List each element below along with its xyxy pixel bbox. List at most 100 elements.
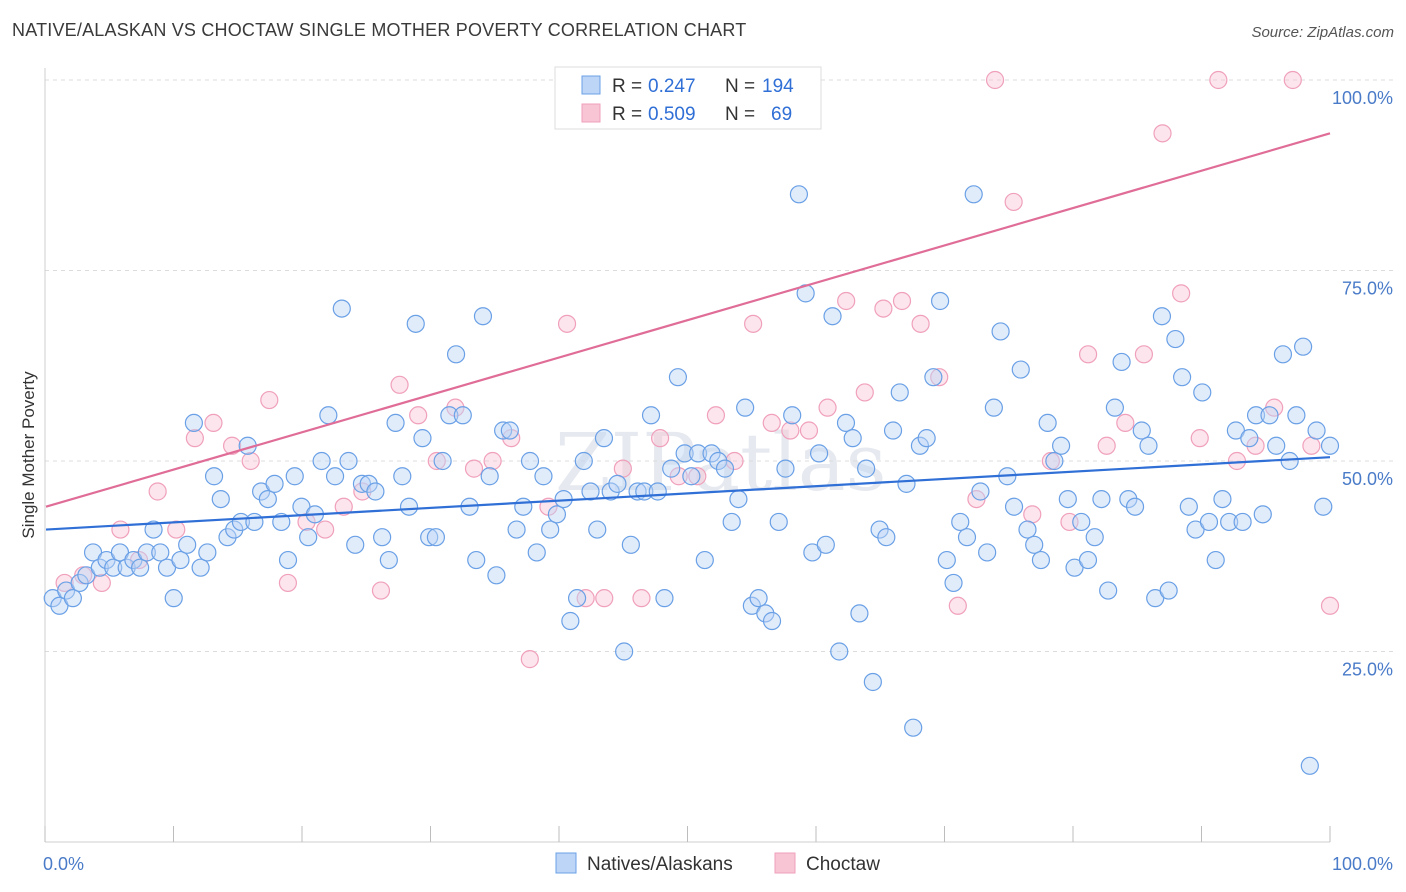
legend-swatch-blue (581, 75, 601, 95)
point-blue-120 (850, 604, 869, 623)
point-pink-60 (1172, 284, 1191, 303)
legend-n-value-2: 69 (771, 104, 792, 125)
point-blue-44 (339, 451, 358, 471)
point-blue-26 (218, 528, 237, 547)
point-blue-180 (1253, 505, 1272, 524)
point-blue-185 (1287, 406, 1306, 425)
point-blue-42 (325, 467, 345, 486)
point-blue-182 (1267, 436, 1286, 455)
point-blue-128 (904, 718, 923, 737)
point-blue-40 (312, 451, 331, 471)
point-blue-71 (520, 451, 540, 471)
series-swatch-natives (555, 852, 577, 874)
point-blue-30 (245, 512, 264, 532)
point-pink-52 (1023, 505, 1042, 524)
natives-points (43, 185, 1340, 775)
point-pink-44 (874, 299, 893, 318)
point-blue-25 (211, 490, 230, 509)
point-blue-85 (615, 642, 634, 661)
point-blue-58 (433, 451, 452, 471)
point-blue-150 (1051, 436, 1071, 455)
point-blue-111 (789, 185, 809, 204)
point-blue-68 (500, 421, 519, 440)
point-blue-66 (487, 566, 506, 585)
point-blue-130 (917, 429, 936, 448)
legend-n-label-2: N = (725, 104, 755, 125)
point-blue-187 (1300, 756, 1319, 775)
point-blue-183 (1273, 345, 1293, 364)
point-blue-57 (426, 528, 446, 547)
point-blue-105 (749, 589, 768, 608)
point-blue-95 (682, 467, 701, 486)
point-blue-96 (688, 444, 708, 463)
point-blue-38 (299, 528, 318, 547)
point-blue-124 (877, 528, 896, 547)
point-pink-55 (1078, 345, 1098, 364)
point-pink-41 (818, 398, 837, 417)
point-blue-188 (1307, 421, 1326, 440)
point-blue-174 (1213, 490, 1232, 509)
stats-legend: R = 0.247 N = 194 R = 0.509 N = 69 (554, 66, 822, 130)
point-blue-137 (964, 185, 983, 204)
point-blue-125 (883, 421, 903, 440)
point-pink-35 (706, 406, 726, 425)
point-pink-11 (260, 390, 279, 410)
point-blue-169 (1179, 497, 1198, 516)
point-blue-157 (1099, 581, 1118, 600)
point-pink-48 (948, 596, 967, 615)
series-name-choctaw: Choctaw (806, 854, 880, 875)
point-blue-18 (164, 589, 183, 608)
point-blue-171 (1193, 383, 1212, 402)
point-blue-126 (890, 383, 909, 402)
source-label: Source: ZipAtlas.com (1251, 24, 1394, 41)
point-pink-18 (390, 375, 409, 394)
grid-lines (45, 79, 1395, 652)
point-blue-13 (131, 558, 150, 577)
point-pink-17 (371, 581, 391, 600)
point-blue-148 (1038, 413, 1057, 432)
point-pink-43 (855, 383, 874, 402)
point-blue-81 (588, 520, 607, 539)
point-blue-9 (104, 558, 123, 577)
point-pink-3 (111, 520, 130, 539)
point-blue-156 (1092, 490, 1111, 509)
point-blue-97 (695, 550, 714, 570)
point-pink-30 (613, 459, 632, 478)
point-pink-59 (1153, 124, 1172, 143)
point-blue-149 (1045, 451, 1064, 471)
point-blue-60 (446, 345, 466, 364)
point-pink-29 (595, 589, 614, 608)
point-blue-82 (594, 429, 614, 448)
point-blue-4 (70, 573, 89, 593)
point-blue-98 (702, 444, 721, 463)
point-pink-6 (167, 520, 186, 539)
point-blue-27 (225, 520, 244, 539)
point-blue-151 (1058, 490, 1077, 509)
point-blue-153 (1072, 512, 1091, 532)
point-blue-173 (1206, 550, 1225, 570)
point-blue-75 (547, 505, 567, 524)
point-pink-12 (278, 573, 298, 593)
point-blue-53 (399, 497, 419, 516)
point-blue-107 (762, 611, 782, 631)
point-pink-66 (1283, 70, 1302, 90)
point-blue-16 (151, 543, 170, 562)
point-blue-20 (178, 535, 197, 554)
point-blue-45 (346, 535, 365, 554)
point-blue-161 (1125, 497, 1145, 516)
legend-r-label-1: R = (612, 76, 642, 97)
point-blue-51 (386, 413, 405, 432)
point-blue-121 (857, 459, 876, 478)
point-pink-7 (185, 429, 204, 448)
legend-r-value-2: 0.509 (648, 104, 696, 125)
point-blue-92 (662, 459, 681, 478)
point-blue-93 (668, 368, 688, 387)
y-tick-labels: 25.0% 50.0% 75.0% 100.0% (1332, 88, 1393, 680)
point-pink-8 (204, 413, 223, 432)
point-pink-39 (781, 421, 800, 440)
point-pink-10 (241, 451, 260, 471)
point-pink-61 (1190, 429, 1209, 448)
choctaw-points (55, 70, 1340, 669)
point-blue-167 (1166, 329, 1185, 349)
point-blue-119 (843, 429, 862, 448)
